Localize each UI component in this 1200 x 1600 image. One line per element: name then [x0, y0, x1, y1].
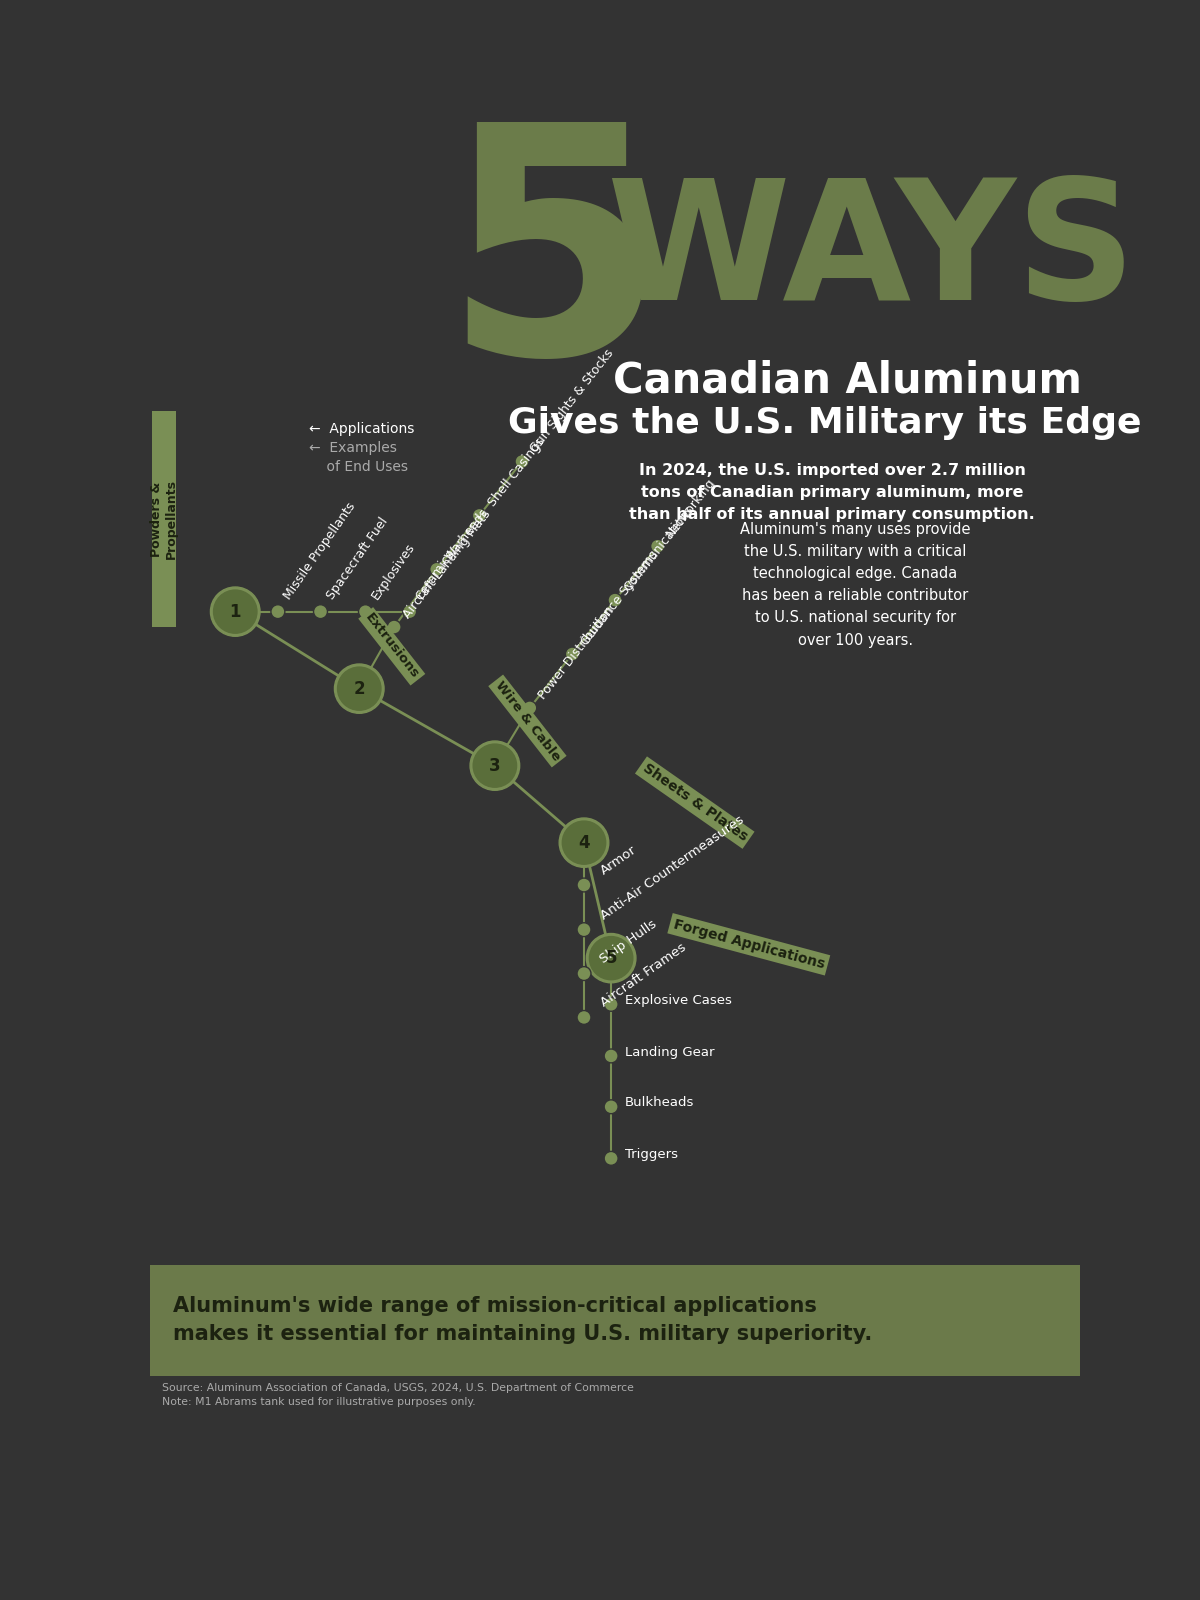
Circle shape	[403, 605, 416, 619]
Circle shape	[473, 509, 486, 522]
Circle shape	[214, 590, 257, 634]
Text: Gun Sights & Stocks: Gun Sights & Stocks	[528, 347, 617, 456]
Circle shape	[604, 1099, 618, 1114]
Text: In 2024, the U.S. imported over 2.7 million
tons of Canadian primary aluminum, m: In 2024, the U.S. imported over 2.7 mill…	[629, 462, 1034, 522]
Text: Explosive Cases: Explosive Cases	[625, 994, 732, 1006]
FancyBboxPatch shape	[150, 1264, 1080, 1376]
Text: Networking: Networking	[664, 475, 718, 541]
Circle shape	[608, 594, 622, 606]
Text: Ship Hulls: Ship Hulls	[598, 917, 660, 966]
Text: 5: 5	[442, 110, 664, 419]
Text: 4: 4	[578, 834, 590, 851]
Text: 2: 2	[354, 680, 365, 698]
Text: Powders &
Propellants: Powders & Propellants	[150, 480, 178, 560]
Circle shape	[604, 1050, 618, 1062]
Circle shape	[587, 933, 636, 982]
Text: Shell Casings: Shell Casings	[486, 435, 547, 509]
Text: ←  Applications: ← Applications	[308, 422, 414, 437]
Circle shape	[589, 936, 632, 979]
Circle shape	[577, 966, 590, 981]
Circle shape	[359, 605, 372, 619]
Text: Missile Propellants: Missile Propellants	[282, 501, 359, 603]
Circle shape	[650, 539, 665, 554]
Text: 3: 3	[490, 757, 500, 774]
Circle shape	[271, 605, 284, 619]
Circle shape	[577, 878, 590, 891]
Circle shape	[577, 923, 590, 936]
Text: Aircraft Frames: Aircraft Frames	[598, 941, 689, 1010]
Circle shape	[565, 646, 580, 661]
Circle shape	[388, 621, 401, 634]
Text: 5: 5	[605, 949, 617, 966]
Text: Explosives: Explosives	[370, 541, 418, 603]
Text: WAYS: WAYS	[606, 173, 1135, 334]
Text: Communications: Communications	[622, 502, 696, 594]
Circle shape	[313, 605, 328, 619]
Text: Landing Gear: Landing Gear	[625, 1045, 714, 1059]
Text: Ceramics: Ceramics	[414, 547, 457, 603]
Circle shape	[210, 587, 260, 637]
Text: Aircraft Landing Mats: Aircraft Landing Mats	[401, 507, 493, 621]
Text: Guidance Systems: Guidance Systems	[578, 547, 661, 648]
Text: Aluminum's wide range of mission-critical applications
makes it essential for ma: Aluminum's wide range of mission-critica…	[173, 1296, 872, 1344]
Circle shape	[337, 667, 380, 710]
Circle shape	[604, 1152, 618, 1165]
Circle shape	[523, 701, 536, 715]
Text: Extrusions: Extrusions	[362, 611, 421, 682]
Text: Triggers: Triggers	[625, 1149, 678, 1162]
Circle shape	[335, 664, 384, 714]
Text: Bulkheads: Bulkheads	[625, 1096, 695, 1109]
Circle shape	[470, 741, 520, 790]
Text: Canadian Aluminum: Canadian Aluminum	[613, 360, 1082, 402]
Circle shape	[563, 821, 606, 864]
Text: Power Distribution: Power Distribution	[536, 603, 617, 702]
Circle shape	[577, 1011, 590, 1024]
Circle shape	[559, 818, 608, 867]
Circle shape	[473, 744, 516, 787]
Text: Forged Applications: Forged Applications	[672, 917, 826, 971]
Text: Spacecraft Fuel: Spacecraft Fuel	[324, 515, 391, 603]
Text: 1: 1	[229, 603, 241, 621]
Text: Anti-Air Countermeasures: Anti-Air Countermeasures	[598, 813, 746, 922]
Text: Aluminum's many uses provide
the U.S. military with a critical
technological edg: Aluminum's many uses provide the U.S. mi…	[740, 522, 971, 648]
Circle shape	[604, 997, 618, 1011]
FancyBboxPatch shape	[151, 411, 176, 627]
Text: ←  Examples
    of End Uses: ← Examples of End Uses	[308, 442, 408, 474]
Text: Armor: Armor	[598, 843, 638, 877]
Text: Gives the U.S. Military its Edge: Gives the U.S. Military its Edge	[508, 406, 1141, 440]
Text: Sheets & Plates: Sheets & Plates	[640, 762, 750, 845]
Text: Warheads: Warheads	[443, 506, 492, 563]
Text: Source: Aluminum Association of Canada, USGS, 2024, U.S. Department of Commerce
: Source: Aluminum Association of Canada, …	[162, 1382, 634, 1406]
Circle shape	[430, 562, 444, 576]
Text: Wire & Cable: Wire & Cable	[492, 678, 563, 763]
Circle shape	[515, 454, 529, 469]
